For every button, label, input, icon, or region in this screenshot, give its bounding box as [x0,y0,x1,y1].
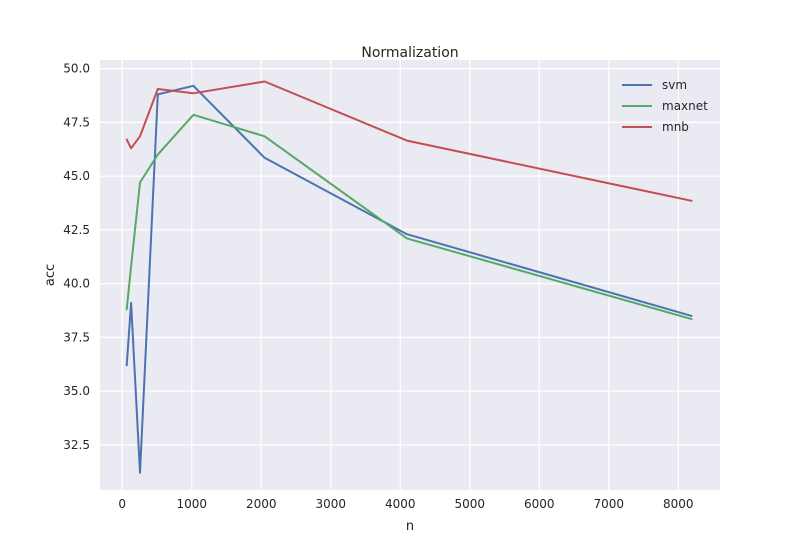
grid-lines [100,60,720,490]
legend: svm maxnet mnb [622,78,708,134]
series-lines [125,80,693,474]
series-line-mnb [125,80,693,202]
x-tick-label: 7000 [594,497,625,511]
plot-area [100,60,720,490]
x-tick-label: 3000 [315,497,346,511]
y-axis-label: acc [43,264,58,286]
chart-title: Normalization [361,45,458,61]
x-tick-label: 6000 [524,497,555,511]
y-tick-label: 47.5 [63,115,90,129]
y-tick-label: 42.5 [63,223,90,237]
y-tick-label: 40.0 [63,277,90,291]
legend-label-maxnet: maxnet [662,99,708,113]
x-tick-label: 8000 [663,497,694,511]
series-line-maxnet [125,113,693,321]
y-tick-label: 35.0 [63,384,90,398]
legend-label-mnb: mnb [662,120,689,134]
y-tick-label: 50.0 [63,62,90,76]
x-axis-label: n [406,519,414,534]
x-tick-label: 2000 [246,497,277,511]
legend-label-svm: svm [662,78,687,92]
y-tick-label: 45.0 [63,169,90,183]
x-tick-label: 5000 [455,497,486,511]
y-tick-label: 32.5 [63,438,90,452]
x-tick-label: 0 [118,497,126,511]
y-tick-label: 37.5 [63,330,90,344]
y-tick-labels: 32.5 35.0 37.5 40.0 42.5 45.0 47.5 50.0 [63,62,90,452]
x-tick-label: 1000 [176,497,207,511]
x-tick-labels: 0 1000 2000 3000 4000 5000 6000 7000 8000 [118,497,693,511]
x-tick-label: 4000 [385,497,416,511]
